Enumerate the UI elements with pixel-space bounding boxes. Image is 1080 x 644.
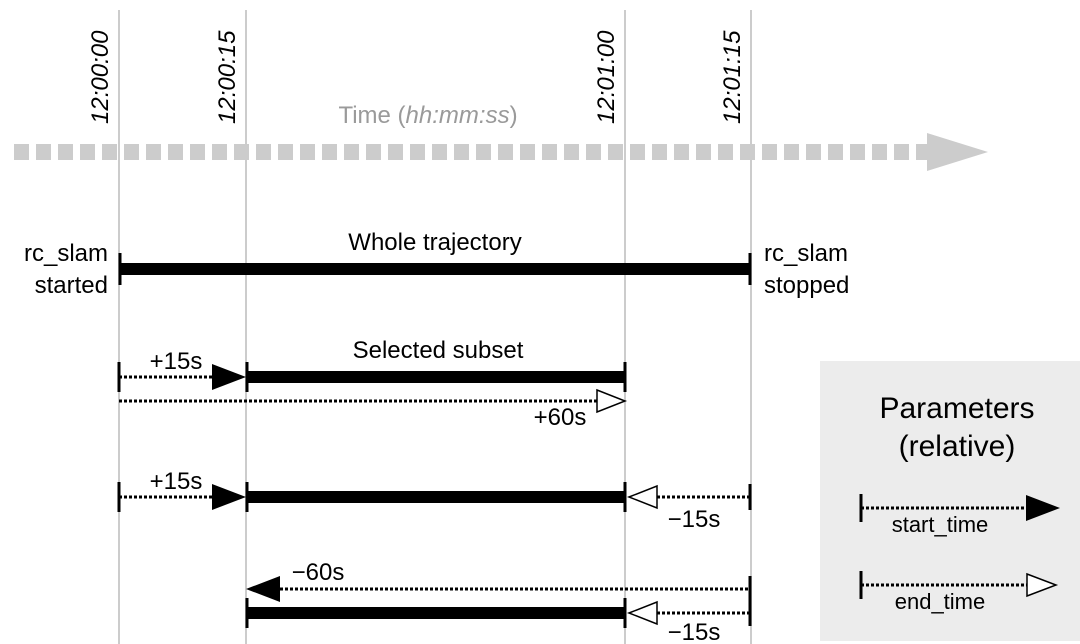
time-axis-arrowhead	[927, 133, 988, 171]
whole-trajectory-title: Whole trajectory	[348, 229, 521, 256]
time-tick-labels: 12:00:00 12:00:15 12:01:00 12:01:15	[87, 30, 746, 124]
end-time-arrowhead-2	[626, 484, 658, 510]
rc-slam-stopped-label-line2: stopped	[764, 272, 849, 299]
rc-slam-started-label-line2: started	[35, 272, 108, 299]
legend-title-line2: (relative)	[899, 430, 1016, 463]
tick-label-12-00-00: 12:00:00	[87, 30, 114, 124]
selected-subset-title: Selected subset	[353, 337, 524, 364]
legend-title-line1: Parameters	[879, 392, 1034, 425]
example-subset-3: −60s −15s	[245, 559, 752, 644]
whole-trajectory-bar	[119, 263, 751, 275]
legend-end-time-label: end_time	[895, 589, 986, 614]
example3-end-offset: −15s	[668, 619, 721, 644]
example2-end-offset: −15s	[668, 506, 721, 533]
start-time-arrowhead-3	[246, 576, 280, 602]
example1-end-offset: +60s	[534, 404, 587, 431]
time-gridlines	[118, 10, 752, 644]
tick-label-12-01-15: 12:01:15	[719, 30, 746, 124]
example1-start-offset: +15s	[150, 348, 203, 375]
example3-start-offset: −60s	[292, 559, 345, 586]
parameters-legend: Parameters (relative) start_time end_tim…	[820, 361, 1080, 641]
time-axis-title: Time (hh:mm:ss)	[338, 102, 517, 129]
example2-start-offset: +15s	[150, 468, 203, 495]
legend-start-time-label: start_time	[892, 512, 989, 537]
example2-subset-bar	[246, 491, 626, 503]
tick-label-12-01-00: 12:01:00	[593, 30, 620, 124]
legend-start-time-arrowhead	[1026, 495, 1060, 521]
end-time-arrowhead	[596, 388, 628, 414]
rc-slam-stopped-label-line1: rc_slam	[764, 240, 848, 267]
example-subset-1: Selected subset +15s +60s	[117, 337, 628, 431]
start-time-arrowhead	[212, 364, 246, 390]
time-axis-arrow	[14, 133, 988, 171]
start-time-arrowhead-2	[212, 484, 246, 510]
end-time-arrowhead-3	[626, 600, 658, 626]
example-subset-2: +15s −15s	[117, 468, 752, 533]
example1-subset-bar	[246, 371, 626, 383]
example3-subset-bar	[246, 607, 626, 619]
whole-trajectory: Whole trajectory rc_slam started rc_slam…	[24, 229, 849, 299]
legend-end-time-arrowhead	[1026, 572, 1059, 598]
tick-label-12-00-15: 12:00:15	[214, 30, 241, 124]
rc-slam-started-label-line1: rc_slam	[24, 240, 108, 267]
